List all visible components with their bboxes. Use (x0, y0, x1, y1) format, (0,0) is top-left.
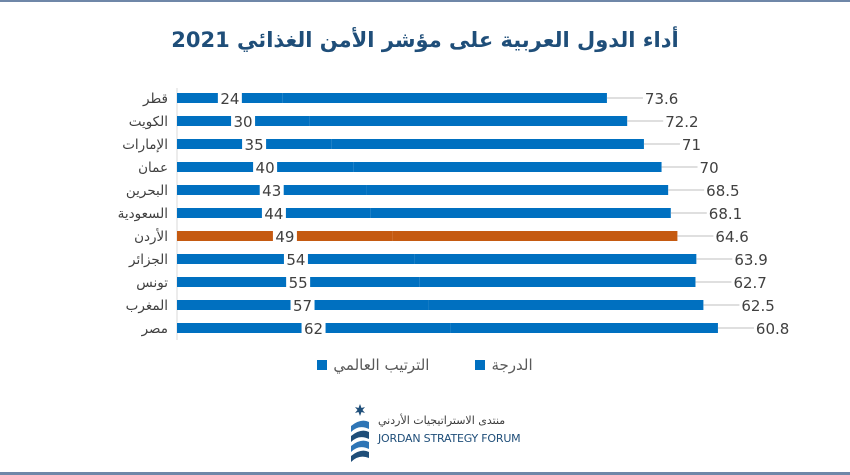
rank-data-label: 57 (293, 297, 312, 315)
category-label: الكويت (129, 114, 168, 130)
bar-score (353, 162, 662, 172)
rank-label-background (286, 276, 311, 288)
chart-title: أداء الدول العربية على مؤشر الأمن الغذائ… (171, 28, 679, 52)
legend-item-score: الدرجة (475, 356, 533, 374)
bar-score (414, 254, 697, 264)
rank-label-background (242, 138, 267, 150)
rank-label-background (272, 230, 297, 242)
score-data-label: 73.6 (645, 90, 678, 108)
category-label: قطر (142, 91, 168, 107)
legend-item-rank: الترتيب العالمي (317, 356, 429, 374)
rank-data-label: 40 (256, 159, 275, 177)
score-data-label: 68.1 (709, 205, 742, 223)
rank-data-label: 43 (262, 182, 281, 200)
category-label: المغرب (126, 298, 168, 314)
logo-arabic-text: منتدى الاستراتيجيات الأردني (378, 414, 506, 427)
logo-english-text: JORDAN STRATEGY FORUM (378, 432, 521, 445)
score-data-label: 68.5 (706, 182, 739, 200)
bar-score (282, 93, 607, 103)
legend-label-rank: الترتيب العالمي (333, 356, 430, 374)
legend-swatch-score (475, 360, 486, 370)
legend-label-score: الدرجة (491, 356, 533, 374)
rank-data-label: 62 (304, 320, 323, 338)
score-data-label: 60.8 (756, 320, 789, 338)
score-data-label: 64.6 (715, 228, 748, 246)
rank-label-background (253, 161, 278, 173)
rank-data-label: 24 (220, 90, 239, 108)
bar-score (366, 185, 669, 195)
category-label: تونس (136, 275, 168, 291)
bar-chart: قطر 24 73.6 الكويت 30 72.2 الإمارات 35 71 عمان 40 7… (118, 88, 789, 340)
rank-label-background (261, 207, 286, 219)
rank-data-label: 30 (234, 113, 253, 131)
bar-score (428, 300, 704, 310)
score-data-label: 63.9 (734, 251, 767, 269)
category-label: السعودية (118, 206, 168, 222)
bar-score (450, 323, 718, 333)
top-border (0, 0, 850, 2)
rank-data-label: 49 (275, 228, 294, 246)
rank-label-background (217, 92, 242, 104)
bottom-border (0, 472, 850, 475)
rank-label-background (283, 253, 308, 265)
category-label: البحرين (126, 183, 168, 199)
rank-data-label: 35 (245, 136, 264, 154)
rank-label-background (301, 322, 326, 334)
score-data-label: 72.2 (665, 113, 698, 131)
legend-swatch-rank (317, 360, 328, 370)
category-label: الأردن (134, 228, 168, 245)
score-data-label: 71 (682, 136, 701, 154)
rank-label-background (290, 299, 315, 311)
score-data-label: 62.7 (733, 274, 766, 292)
bar-score (392, 231, 678, 241)
bar-score (419, 277, 696, 287)
rank-label-background (231, 115, 256, 127)
bar-score (370, 208, 671, 218)
category-label: الإمارات (122, 137, 168, 153)
legend: الدرجة الترتيب العالمي (0, 356, 850, 374)
logo-emblem-icon (351, 404, 369, 462)
rank-data-label: 55 (289, 274, 308, 292)
bar-score (309, 116, 628, 126)
bar-score (331, 139, 644, 149)
rank-label-background (259, 184, 284, 196)
rank-data-label: 44 (264, 205, 283, 223)
category-label: مصر (141, 321, 168, 337)
category-label: عمان (138, 160, 168, 176)
jordan-strategy-forum-logo: منتدى الاستراتيجيات الأردني JORDAN STRAT… (345, 402, 545, 464)
score-data-label: 70 (700, 159, 719, 177)
category-label: الجزائر (128, 252, 168, 268)
score-data-label: 62.5 (741, 297, 774, 315)
rank-data-label: 54 (286, 251, 305, 269)
